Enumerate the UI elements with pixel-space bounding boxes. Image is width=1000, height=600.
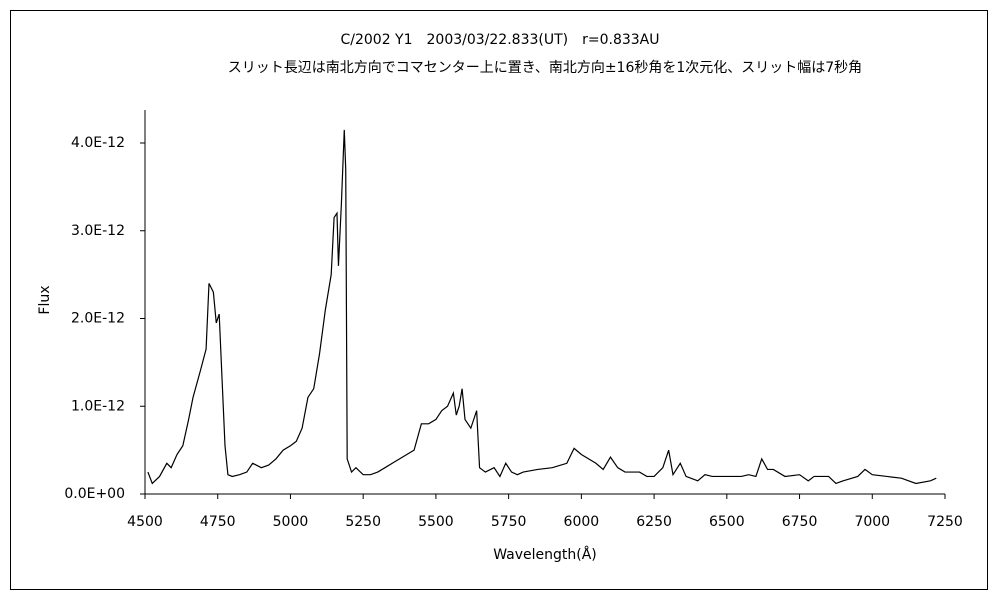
y-tick-label: 1.0E-12 bbox=[71, 398, 125, 414]
x-tick-label: 6000 bbox=[564, 514, 600, 530]
chart-subtitle: スリット長辺は南北方向でコマセンター上に置き、南北方向±16秒角を1次元化、スリ… bbox=[228, 60, 862, 76]
x-tick-label: 6750 bbox=[782, 514, 818, 530]
x-tick-label: 5750 bbox=[491, 514, 527, 530]
x-tick-label: 5250 bbox=[345, 514, 381, 530]
y-tick-label: 4.0E-12 bbox=[71, 135, 125, 151]
y-tick-label: 0.0E+00 bbox=[64, 486, 125, 502]
frame bbox=[10, 10, 988, 590]
x-tick-label: 4500 bbox=[127, 514, 163, 530]
y-tick-label: 3.0E-12 bbox=[71, 223, 125, 239]
x-tick-label: 6250 bbox=[636, 514, 672, 530]
y-tick-label: 2.0E-12 bbox=[71, 311, 125, 327]
spectrum-line bbox=[147, 129, 937, 485]
x-tick-label: 4750 bbox=[200, 514, 236, 530]
chart-title: C/2002 Y1 2003/03/22.833(UT) r=0.833AU bbox=[340, 32, 659, 48]
x-tick-label: 5500 bbox=[418, 514, 454, 530]
x-tick-label: 7000 bbox=[854, 514, 890, 530]
x-tick-label: 7250 bbox=[927, 514, 963, 530]
x-tick-label: 5000 bbox=[273, 514, 309, 530]
x-axis-label: Wavelength(Å) bbox=[493, 546, 597, 563]
y-axis-label: Flux bbox=[37, 285, 53, 314]
x-tick-label: 6500 bbox=[709, 514, 745, 530]
